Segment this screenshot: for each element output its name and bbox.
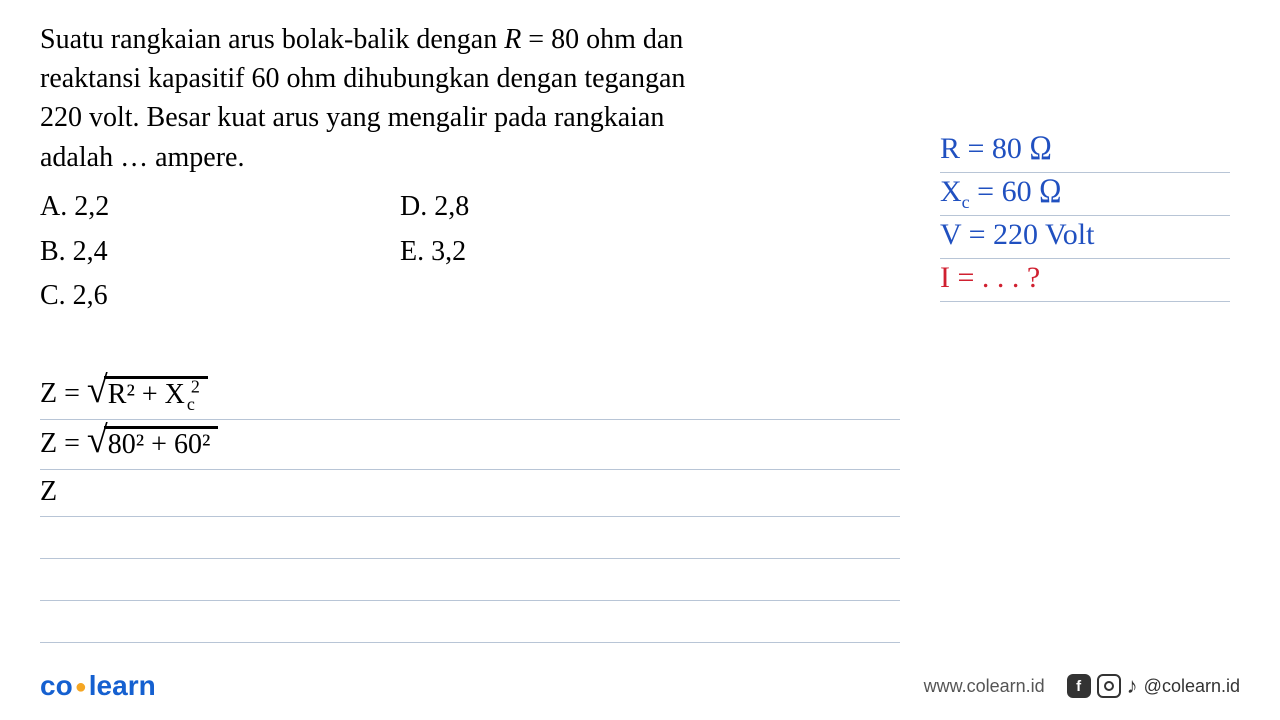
- option-e: E. 3,2: [400, 230, 700, 275]
- work-blank-1: [40, 517, 900, 559]
- given-xc-post: = 60: [970, 175, 1039, 208]
- option-b: B. 2,4: [40, 230, 400, 275]
- eq1-lhs: Z =: [40, 378, 87, 409]
- logo-dot: ●: [75, 676, 87, 698]
- option-d: D. 2,8: [400, 185, 700, 230]
- instagram-icon: [1097, 674, 1121, 698]
- given-r: R = 80 Ω: [940, 130, 1230, 173]
- work-area: Z = √ R² + Xc2 Z = √ 80² + 60² Z: [40, 370, 900, 643]
- social-handle: @colearn.id: [1144, 676, 1240, 697]
- eq2-radicand: 80² + 60²: [104, 426, 219, 461]
- eq2-lhs: Z =: [40, 428, 87, 459]
- work-eq-1: Z = √ R² + Xc2: [40, 370, 900, 420]
- logo-co: co: [40, 670, 73, 701]
- question-line-2: reaktansi kapasitif 60 ohm dihubungkan d…: [40, 63, 685, 94]
- question-line-1: Suatu rangkaian arus bolak-balik dengan: [40, 24, 504, 55]
- work-eq-3: Z: [40, 470, 900, 517]
- option-c: C. 2,6: [40, 274, 400, 319]
- given-i: I = . . . ?: [940, 259, 1230, 302]
- option-a: A. 2,2: [40, 185, 400, 230]
- facebook-icon: f: [1067, 674, 1091, 698]
- footer: co●learn www.colearn.id f ♪ @colearn.id: [0, 670, 1280, 702]
- work-blank-2: [40, 559, 900, 601]
- given-xc: Xc = 60 Ω: [940, 173, 1230, 216]
- eq1-sup: 2: [191, 377, 200, 397]
- var-r: R: [504, 24, 521, 55]
- question-line-3: 220 volt. Besar kuat arus yang mengalir …: [40, 102, 664, 133]
- colearn-logo: co●learn: [40, 670, 156, 702]
- given-xc-sub: c: [962, 192, 970, 212]
- given-xc-pre: X: [940, 175, 962, 208]
- question-line-4: adalah … ampere.: [40, 142, 244, 173]
- given-v: V = 220 Volt: [940, 216, 1230, 259]
- work-eq-2: Z = √ 80² + 60²: [40, 420, 900, 470]
- eq1-sqrt-body: R² + X: [108, 379, 185, 410]
- work-blank-3: [40, 601, 900, 643]
- tiktok-icon: ♪: [1127, 673, 1138, 699]
- ohm-symbol: Ω: [1029, 129, 1051, 168]
- ohm-symbol-2: Ω: [1039, 172, 1061, 211]
- eq-r: = 80 ohm dan: [521, 24, 683, 55]
- given-values: R = 80 Ω Xc = 60 Ω V = 220 Volt I = . . …: [940, 130, 1230, 302]
- question-text: Suatu rangkaian arus bolak-balik dengan …: [40, 20, 860, 177]
- social-icons: f ♪ @colearn.id: [1067, 673, 1240, 699]
- eq1-radicand: R² + Xc2: [104, 376, 208, 411]
- given-r-label: R = 80: [940, 132, 1029, 165]
- website-url: www.colearn.id: [924, 676, 1045, 697]
- logo-learn: learn: [89, 670, 156, 701]
